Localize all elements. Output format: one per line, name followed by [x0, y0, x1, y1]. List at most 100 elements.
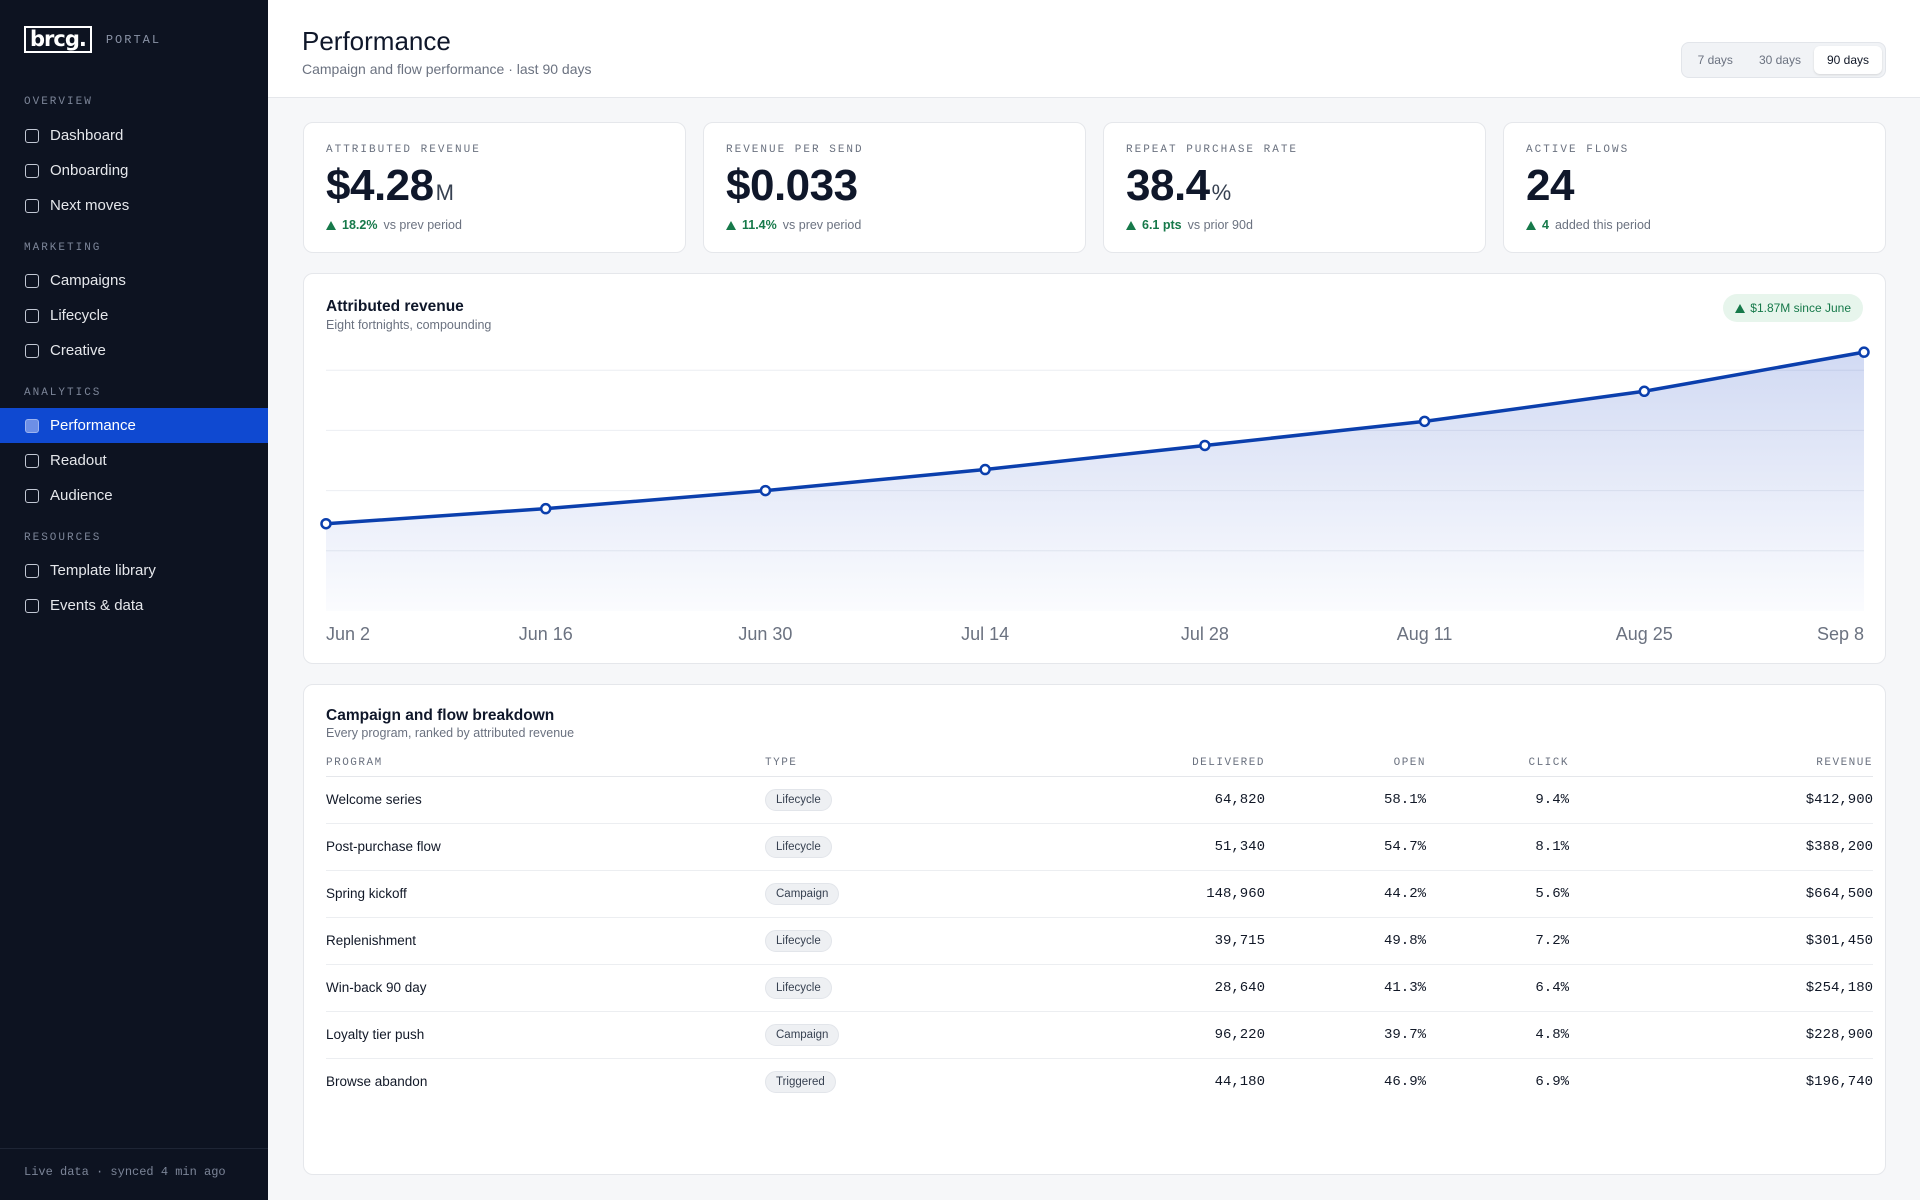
sidebar-item-label: Dashboard	[50, 127, 124, 144]
sidebar-item-label: Creative	[50, 342, 106, 359]
kpi-card-revenue-per-send: REVENUE PER SEND $0.033 11.4% vs prev per…	[703, 122, 1086, 253]
cell-revenue: $228,900	[1569, 1011, 1873, 1059]
breakdown-card: Campaign and flow breakdown Every progra…	[303, 684, 1886, 1175]
cell-program: Post-purchase flow	[326, 823, 765, 871]
kpi-delta: 4 added this period	[1526, 218, 1651, 232]
sidebar-item-readout[interactable]: Readout	[0, 443, 268, 478]
cell-revenue: $388,200	[1569, 823, 1873, 871]
table-row[interactable]: Replenishment Lifecycle 39,715 49.8% 7.2…	[326, 917, 1873, 965]
cell-open: 49.8%	[1265, 917, 1426, 965]
sidebar-item-label: Events & data	[50, 597, 144, 614]
sidebar-item-label: Template library	[50, 562, 156, 579]
checkbox-icon	[25, 198, 39, 213]
sidebar-item-creative[interactable]: Creative	[0, 333, 268, 368]
cell-click: 6.9%	[1535, 1073, 1569, 1090]
table-row[interactable]: Welcome series Lifecycle 64,820 58.1% 9.…	[326, 776, 1873, 824]
sidebar-item-performance[interactable]: Performance	[0, 408, 268, 443]
column-header-click[interactable]: CLICK	[1426, 750, 1569, 777]
cell-click: 5.6%	[1426, 870, 1569, 918]
table-row[interactable]: Spring kickoff Campaign 148,960 44.2% 5.…	[326, 870, 1873, 918]
kpi-value: $0.033	[726, 161, 860, 211]
sidebar-item-onboarding[interactable]: Onboarding	[0, 153, 268, 188]
checkbox-icon	[25, 308, 39, 323]
kpi-card-active-flows: ACTIVE FLOWS 24 4 added this period	[1503, 122, 1886, 253]
sidebar-item-next-moves[interactable]: Next moves	[0, 188, 268, 223]
sidebar-item-dashboard[interactable]: Dashboard	[0, 118, 268, 153]
sidebar-item-campaigns[interactable]: Campaigns	[0, 263, 268, 298]
table-row[interactable]: Win-back 90 day Lifecycle 28,640 41.3% 6…	[326, 964, 1873, 1012]
delta-note: vs prior 90d	[1187, 218, 1253, 232]
cell-click: 4.8%	[1426, 1011, 1569, 1059]
area-fill	[326, 352, 1864, 611]
sidebar-item-label: Lifecycle	[50, 307, 109, 324]
brand-logo[interactable]: brcg.	[24, 26, 92, 53]
kpi-delta: 18.2% vs prev period	[326, 218, 462, 232]
sidebar-item-label: Onboarding	[50, 162, 129, 179]
sidebar-item-template-library[interactable]: Template library	[0, 553, 268, 588]
sidebar-item-audience[interactable]: Audience	[0, 478, 268, 513]
cell-open: 41.3%	[1265, 964, 1426, 1012]
kpi-delta: 6.1 pts vs prior 90d	[1126, 218, 1253, 232]
cell-program: Loyalty tier push	[326, 1011, 765, 1059]
type-badge: Triggered	[765, 1070, 836, 1093]
range-30-days[interactable]: 30 days	[1758, 53, 1801, 67]
cell-click: 6.4%	[1426, 964, 1569, 1012]
range-7-days[interactable]: 7 days	[1697, 53, 1733, 67]
sidebar: brcg. PORTAL OVERVIEW Dashboard Onboardi…	[0, 0, 268, 1200]
table-header-row: PROGRAM TYPE DELIVERED OPEN CLICK REVENU…	[326, 750, 1873, 777]
column-header-program[interactable]: PROGRAM	[326, 750, 765, 777]
data-point	[979, 463, 991, 476]
column-header-delivered[interactable]: DELIVERED	[1057, 750, 1265, 777]
x-tick-label: Jun 16	[519, 624, 573, 644]
revenue-line-chart: Jun 2 Jun 16 Jun 30 Jul 14 Jul 28 Aug 11 Aug 2…	[320, 346, 1870, 644]
page-subtitle: Campaign and flow performance · last 90 …	[302, 61, 592, 77]
kpi-card-attributed-revenue: ATTRIBUTED REVENUE $4.28M 18.2% vs prev p…	[303, 122, 686, 253]
brand: brcg. PORTAL	[24, 26, 161, 53]
x-tick-label: Jul 14	[961, 624, 1009, 644]
column-header-revenue[interactable]: REVENUE	[1569, 750, 1873, 777]
range-90-days[interactable]: 90 days	[1813, 46, 1882, 74]
arrow-up-icon	[1126, 220, 1136, 230]
kpi-value: 38.4%	[1126, 161, 1231, 211]
cell-type: Campaign	[765, 870, 1057, 918]
table-row[interactable]: Post-purchase flow Lifecycle 51,340 54.7…	[326, 823, 1873, 871]
checkbox-icon	[25, 343, 39, 358]
kpi-number: $0.033	[726, 161, 858, 210]
sidebar-item-events-data[interactable]: Events & data	[0, 588, 268, 623]
cell-open: 44.2%	[1265, 870, 1426, 918]
table-title: Campaign and flow breakdown	[326, 707, 555, 724]
column-header-open[interactable]: OPEN	[1265, 750, 1426, 777]
kpi-suffix: M	[435, 180, 454, 205]
cell-click: 8.1%	[1426, 823, 1569, 871]
revenue-chart-card: Attributed revenue Eight fortnights, com…	[303, 273, 1886, 664]
kpi-delta: 11.4% vs prev period	[726, 218, 861, 232]
cell-revenue: $412,900	[1569, 776, 1873, 824]
checkbox-icon	[25, 273, 39, 288]
sidebar-item-lifecycle[interactable]: Lifecycle	[0, 298, 268, 333]
cell-delivered: 39,715	[1057, 917, 1265, 965]
type-badge: Lifecycle	[765, 976, 832, 999]
data-point	[320, 517, 332, 530]
cell-open: 58.1%	[1265, 776, 1426, 824]
table-row[interactable]: Loyalty tier push Campaign 96,220 39.7% …	[326, 1011, 1873, 1059]
checkbox-icon	[25, 488, 39, 503]
sidebar-item-label: Audience	[50, 487, 113, 504]
kpi-label: REPEAT PURCHASE RATE	[1126, 144, 1299, 156]
cell-click: 9.4%	[1426, 776, 1569, 824]
cell-revenue: $664,500	[1569, 870, 1873, 918]
column-header-type[interactable]: TYPE	[765, 750, 1057, 777]
revenue-growth-badge: $1.87M since June	[1723, 294, 1863, 322]
kpi-number: 24	[1526, 161, 1574, 210]
table-row[interactable]: Browse abandon Triggered 44,180 46.9% 6.…	[326, 1058, 1873, 1105]
data-point	[1858, 346, 1870, 358]
x-tick-label: Sep 8	[1817, 624, 1864, 644]
x-tick-label: Aug 11	[1397, 624, 1453, 644]
delta-value: 11.4%	[742, 218, 777, 232]
checkbox-icon	[25, 563, 39, 578]
kpi-number: 38.4	[1126, 161, 1210, 210]
type-badge: Campaign	[765, 882, 840, 905]
kpi-label: ATTRIBUTED REVENUE	[326, 144, 481, 156]
checkbox-icon	[25, 128, 39, 143]
sidebar-item-label: Readout	[50, 452, 107, 469]
kpi-label: REVENUE PER SEND	[726, 144, 864, 156]
